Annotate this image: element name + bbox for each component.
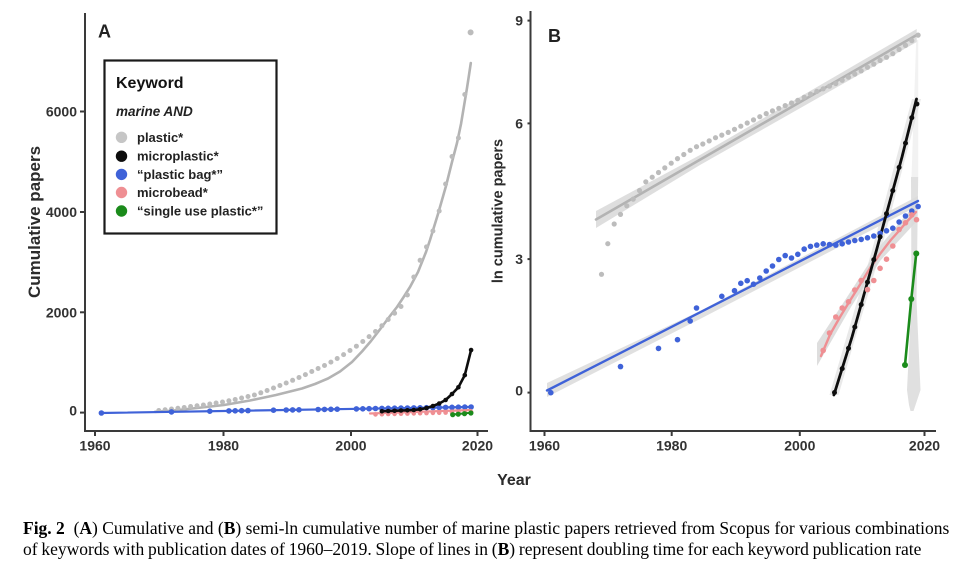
svg-text:2020: 2020: [909, 438, 940, 454]
svg-text:6000: 6000: [46, 104, 77, 120]
svg-text:plastic*: plastic*: [137, 130, 184, 145]
svg-text:0: 0: [69, 403, 77, 419]
svg-text:microbead*: microbead*: [137, 185, 209, 200]
svg-text:“single use plastic*”: “single use plastic*”: [137, 204, 263, 219]
svg-text:Year: Year: [497, 472, 531, 489]
svg-text:B: B: [548, 26, 561, 46]
svg-text:1960: 1960: [79, 438, 110, 454]
svg-text:0: 0: [515, 383, 523, 399]
svg-text:“plastic bag*”: “plastic bag*”: [137, 167, 223, 182]
svg-text:1980: 1980: [208, 438, 239, 454]
svg-text:1960: 1960: [529, 438, 560, 454]
svg-text:microplastic*: microplastic*: [137, 149, 220, 164]
svg-text:6: 6: [515, 115, 523, 131]
svg-text:Cumulative papers: Cumulative papers: [25, 146, 44, 298]
svg-text:1980: 1980: [656, 438, 687, 454]
svg-text:2000: 2000: [784, 438, 815, 454]
svg-text:9: 9: [515, 13, 523, 29]
svg-text:ln cumulative papers: ln cumulative papers: [491, 139, 507, 283]
svg-text:2000: 2000: [335, 438, 366, 454]
svg-text:3: 3: [515, 251, 523, 267]
svg-text:Keyword: Keyword: [116, 75, 184, 92]
svg-text:2020: 2020: [462, 438, 493, 454]
svg-text:A: A: [98, 22, 111, 42]
svg-text:2000: 2000: [46, 304, 77, 320]
svg-text:4000: 4000: [46, 204, 77, 220]
svg-text:marine AND: marine AND: [116, 104, 193, 119]
